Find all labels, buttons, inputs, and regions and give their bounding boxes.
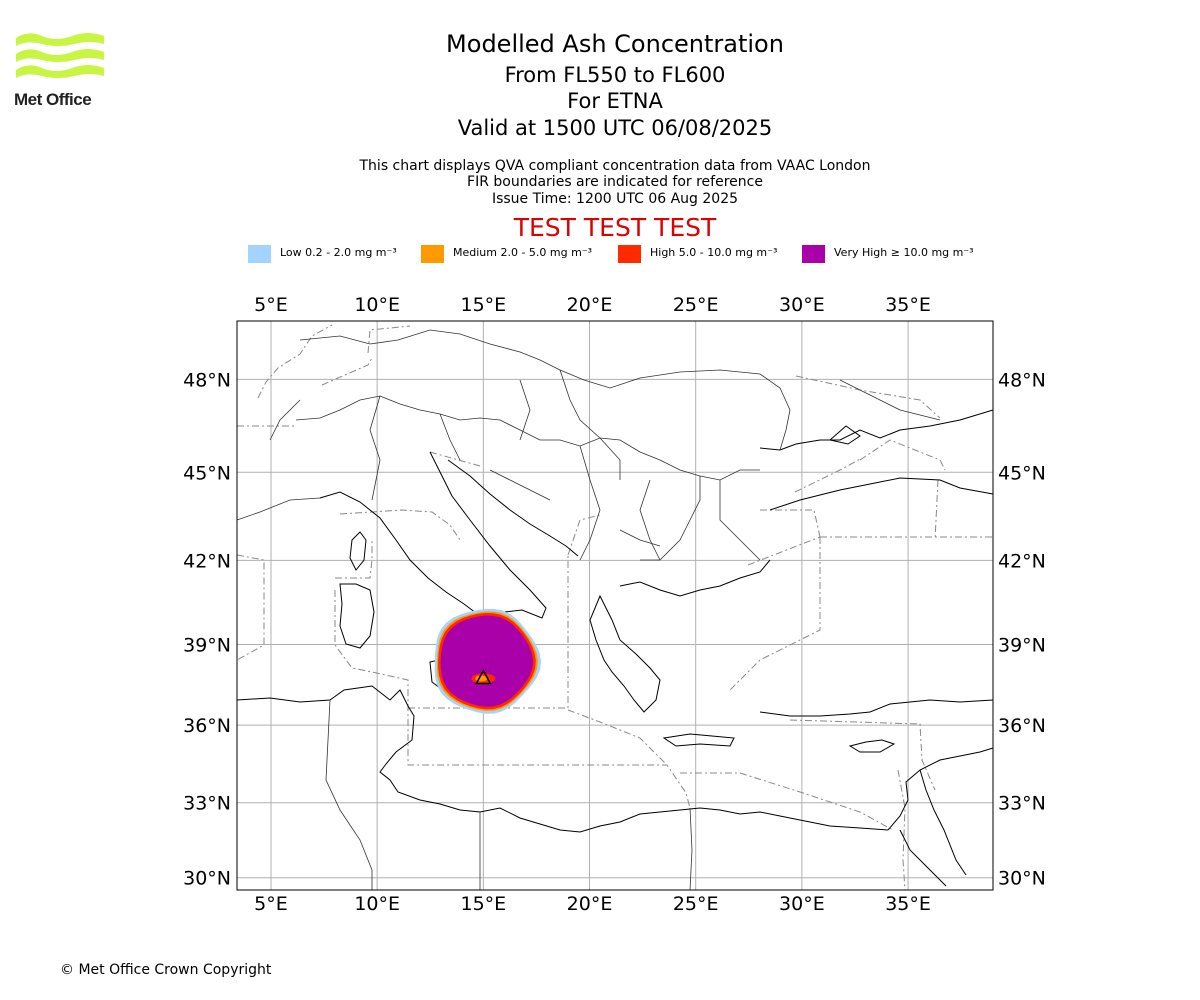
chart-title: Modelled Ash Concentration xyxy=(446,30,784,58)
lon-tick-label: 20°E xyxy=(567,893,613,915)
copyright: © Met Office Crown Copyright xyxy=(60,962,272,978)
valid-time: Valid at 1500 UTC 06/08/2025 xyxy=(457,116,773,140)
met-office-wave-icon xyxy=(16,33,104,78)
subtitle-qva: This chart displays QVA compliant concen… xyxy=(359,158,871,174)
legend-swatch-medium xyxy=(421,245,444,263)
lat-tick-label: 42°N xyxy=(183,550,231,572)
lon-tick-label: 30°E xyxy=(779,294,825,316)
flight-level-range: From FL550 to FL600 xyxy=(504,63,726,87)
lat-tick-label: 39°N xyxy=(183,635,231,657)
lon-tick-label: 15°E xyxy=(460,294,506,316)
subtitle-fir: FIR boundaries are indicated for referen… xyxy=(467,174,763,190)
country-borders xyxy=(236,329,941,891)
lat-tick-label: 45°N xyxy=(998,462,1046,484)
lon-tick-label: 25°E xyxy=(673,294,719,316)
legend-label-very-high: Very High ≥ 10.0 mg m⁻³ xyxy=(834,246,974,259)
legend-swatch-very-high xyxy=(802,245,825,263)
lat-tick-label: 36°N xyxy=(998,715,1046,737)
lon-tick-label: 35°E xyxy=(885,294,931,316)
met-office-logo: Met Office xyxy=(14,30,106,112)
legend-swatch-low xyxy=(248,245,271,263)
logo-text: Met Office xyxy=(14,90,92,109)
fir-boundaries xyxy=(236,324,993,891)
lon-tick-label: 10°E xyxy=(354,294,400,316)
legend-label-medium: Medium 2.0 - 5.0 mg m⁻³ xyxy=(453,246,593,259)
lon-tick-label: 30°E xyxy=(779,893,825,915)
lat-tick-label: 42°N xyxy=(998,550,1046,572)
lon-tick-label: 10°E xyxy=(354,893,400,915)
lat-tick-label: 33°N xyxy=(183,793,231,815)
lat-tick-label: 39°N xyxy=(998,635,1046,657)
lon-tick-label: 5°E xyxy=(254,893,288,915)
lat-tick-label: 33°N xyxy=(998,793,1046,815)
test-banner: TEST TEST TEST xyxy=(513,213,717,242)
volcano-triangle xyxy=(475,668,492,685)
lon-tick-label: 25°E xyxy=(673,893,719,915)
lon-tick-label: 35°E xyxy=(885,893,931,915)
lon-tick-label: 5°E xyxy=(254,294,288,316)
ash-cloud xyxy=(434,608,541,714)
ash-very-high-region xyxy=(440,615,534,707)
legend-label-high: High 5.0 - 10.0 mg m⁻³ xyxy=(650,246,778,259)
lat-tick-label: 48°N xyxy=(183,369,231,391)
coastlines xyxy=(236,409,994,887)
volcano-name: For ETNA xyxy=(567,89,663,113)
volcano-marker-icon xyxy=(475,668,492,685)
lon-tick-label: 20°E xyxy=(567,294,613,316)
lat-tick-label: 30°N xyxy=(998,868,1046,890)
map-grid xyxy=(237,321,993,890)
lat-tick-label: 30°N xyxy=(183,868,231,890)
legend-label-low: Low 0.2 - 2.0 mg m⁻³ xyxy=(280,246,397,259)
map-frame xyxy=(236,320,994,891)
axis-tick-labels: 5°E 5°E 10°E 10°E 15°E 15°E 20°E 20°E 25°E 25°E 30… xyxy=(183,294,1046,915)
lon-tick-label: 15°E xyxy=(460,893,506,915)
lat-tick-label: 48°N xyxy=(998,369,1046,391)
issue-time: Issue Time: 1200 UTC 06 Aug 2025 xyxy=(491,191,739,207)
legend-swatch-high xyxy=(618,245,641,263)
lat-tick-label: 36°N xyxy=(183,715,231,737)
lat-tick-label: 45°N xyxy=(183,462,231,484)
